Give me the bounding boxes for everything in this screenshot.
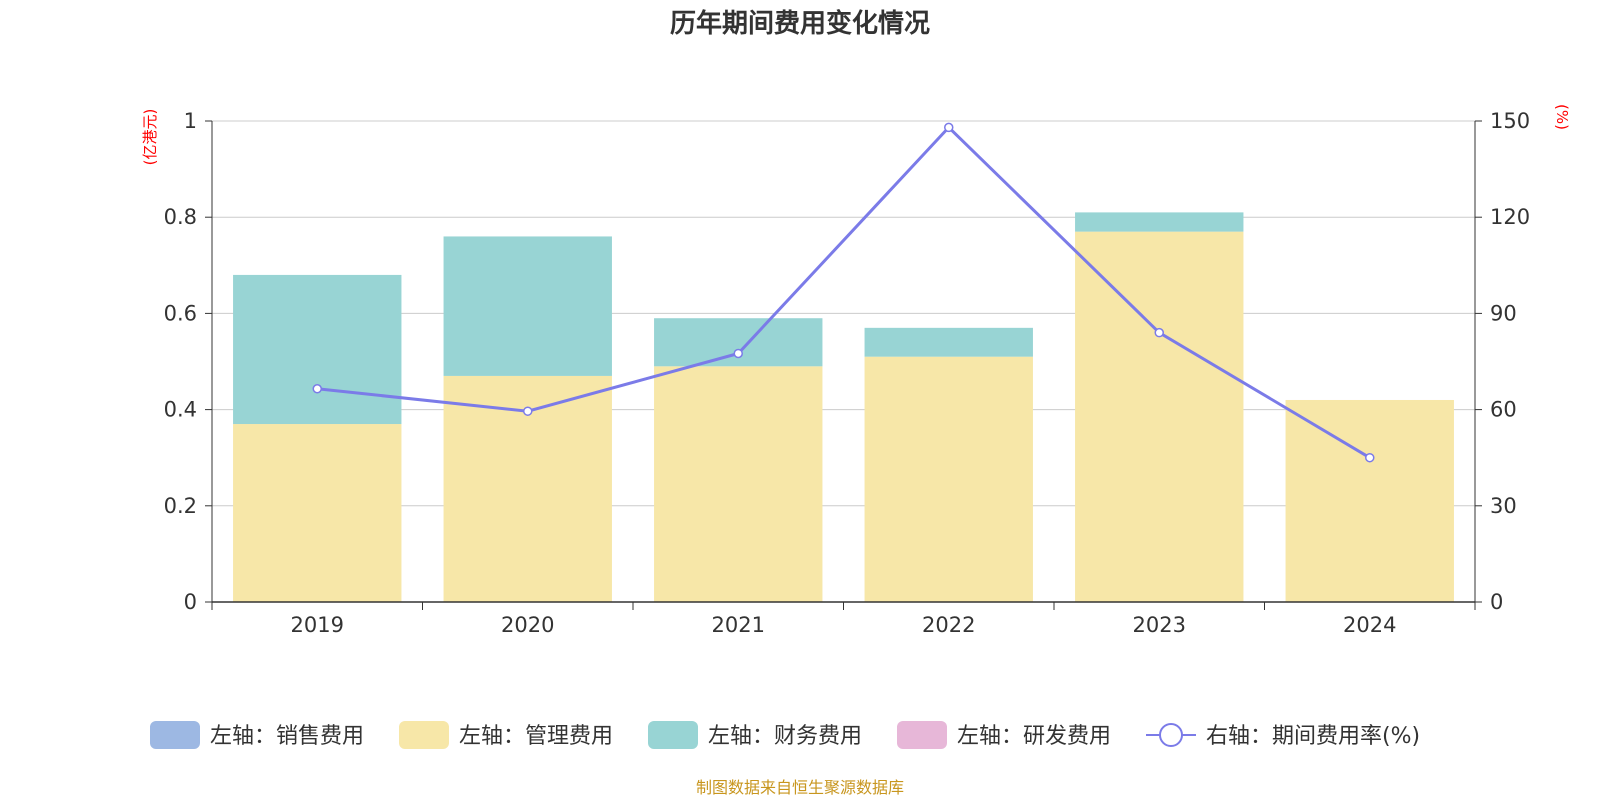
rate-point-2022	[944, 122, 954, 133]
right-axis-tick-label: 90	[1490, 301, 1517, 325]
right-axis-tick-label: 0	[1490, 590, 1503, 614]
bar-2023-左轴：财务费用	[1075, 212, 1244, 232]
grid-lines	[212, 120, 1475, 507]
rate-point-2024	[1365, 452, 1375, 463]
x-axis-label: 2022	[922, 613, 975, 637]
legend-swatch-1	[399, 721, 449, 749]
left-axis-tick-label: 1	[184, 109, 197, 133]
legend-label-1: 左轴：管理费用	[459, 724, 613, 749]
bar-2019-左轴：管理费用	[233, 424, 402, 602]
rate-line-path	[317, 125, 1371, 459]
bar-2022-左轴：财务费用	[864, 327, 1033, 357]
right-axis-tick-label: 120	[1490, 205, 1530, 229]
rate-point-2021	[733, 348, 743, 359]
legend-swatch-2	[648, 721, 698, 749]
bar-2024-左轴：管理费用	[1285, 399, 1454, 602]
left-axis-tick-label: 0.6	[164, 301, 197, 325]
right-axis-unit: (%)	[1553, 104, 1571, 130]
bars	[233, 212, 1454, 602]
bar-2023-左轴：管理费用	[1075, 231, 1244, 602]
rate-line	[312, 122, 1375, 463]
legend-label-2: 左轴：财务费用	[708, 724, 862, 749]
x-axis-label: 2023	[1133, 613, 1186, 637]
bar-2019-左轴：财务费用	[233, 274, 402, 425]
right-axis-tick-label: 30	[1490, 494, 1517, 518]
bar-2021-左轴：管理费用	[654, 366, 823, 602]
left-axis-unit: (亿港元)	[141, 109, 159, 166]
rate-point-2020	[523, 406, 533, 416]
bar-2021-左轴：财务费用	[654, 318, 823, 367]
x-axis-label: 2019	[291, 613, 344, 637]
legend-swatch-0	[150, 721, 200, 749]
legend-label-4: 右轴：期间费用率(%)	[1206, 724, 1420, 749]
x-axis-label: 2021	[712, 613, 765, 637]
left-axis-tick-label: 0.8	[164, 205, 197, 229]
legend-marker-icon	[1159, 723, 1183, 747]
legend: 左轴：销售费用 左轴：管理费用 左轴：财务费用 左轴：研发费用 右轴：期间费用率(%)	[150, 721, 1420, 749]
rate-point-2019	[312, 384, 322, 394]
legend-swatch-3	[897, 721, 947, 749]
rate-point-2023	[1154, 327, 1164, 338]
legend-label-0: 左轴：销售费用	[210, 724, 364, 749]
legend-label-3: 左轴：研发费用	[957, 724, 1111, 749]
x-axis-label: 2020	[501, 613, 554, 637]
right-axis-tick-label: 150	[1490, 109, 1530, 133]
bar-2020-左轴：财务费用	[443, 236, 612, 376]
x-axis-label: 2024	[1343, 613, 1396, 637]
chart-title: 历年期间费用变化情况	[670, 8, 930, 39]
source-note: 制图数据来自恒生聚源数据库	[696, 778, 904, 797]
bar-2022-左轴：管理费用	[864, 356, 1033, 602]
left-axis-tick-label: 0.2	[164, 494, 197, 518]
left-axis-tick-label: 0.4	[164, 398, 197, 422]
left-axis-tick-label: 0	[184, 590, 197, 614]
axes: 0 0 0.2 30 0.4 60 0.6 90 0.8 120 1 150 2019 2020 2021 2…	[164, 109, 1531, 637]
right-axis-tick-label: 60	[1490, 398, 1517, 422]
